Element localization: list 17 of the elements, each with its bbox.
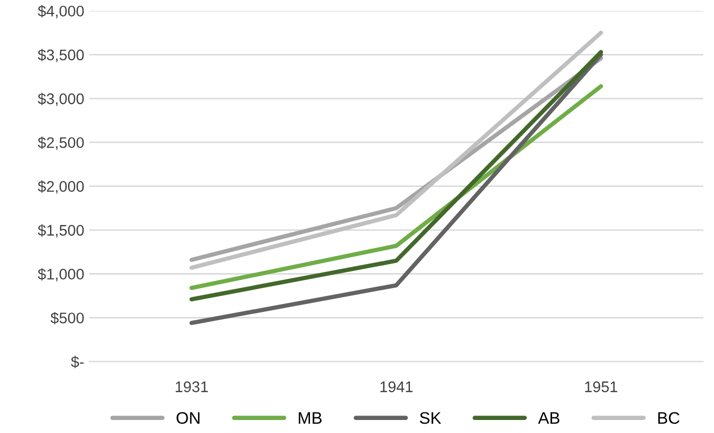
legend-label: SK (420, 412, 442, 424)
y-tick-label: $- (70, 356, 84, 368)
y-tick-label: $4,000 (38, 5, 84, 18)
y-tick-label: $1,000 (38, 268, 84, 282)
y-tick-label: $2,000 (38, 180, 84, 194)
y-tick-label: $3,000 (38, 92, 84, 106)
legend-label: ON (176, 412, 200, 424)
legend-label: BC (658, 412, 680, 424)
y-tick-label: $500 (50, 312, 84, 324)
y-tick-label: $1,500 (38, 224, 84, 238)
y-tick-label: $3,500 (38, 48, 84, 62)
x-tick-label: 1941 (380, 381, 413, 392)
legend-label: AB (538, 412, 560, 424)
x-tick-label: 1931 (176, 381, 208, 392)
x-tick-label: 1951 (585, 381, 618, 392)
y-tick-label: $2,500 (38, 136, 84, 150)
legend-label: MB (298, 412, 322, 424)
